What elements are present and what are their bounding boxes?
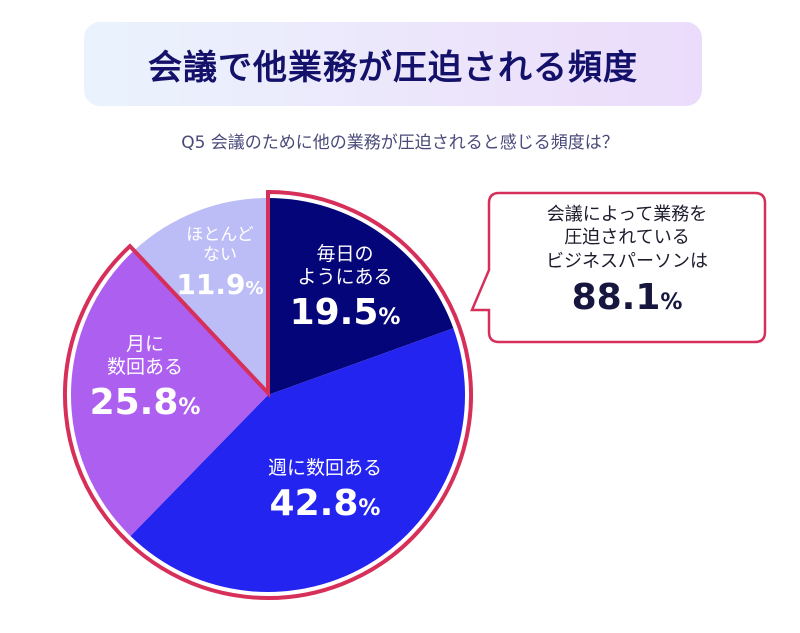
title-banner: 会議で他業務が圧迫される頻度	[84, 22, 702, 106]
slice-weekly	[130, 328, 466, 593]
pie-slices	[70, 198, 466, 593]
slice-category: 月に	[125, 333, 164, 355]
question-subtitle: Q5 会議のために他の業務が圧迫されると感じる頻度は？	[181, 133, 619, 153]
slice-monthly	[70, 250, 268, 537]
chart-title: 会議で他業務が圧迫される頻度	[148, 47, 638, 88]
callout-line: 会議によって業務を	[546, 204, 708, 225]
slice-value: 25.8%	[89, 381, 201, 423]
slice-category: 毎日の	[316, 243, 374, 265]
slice-label-weekly: 週に数回ある 42.8%	[268, 457, 382, 525]
slice-label-rarely: ほとんど ない 11.9%	[176, 225, 263, 301]
callout-line: 圧迫されている	[564, 227, 690, 249]
slice-category: ようにある	[297, 265, 393, 288]
slice-category: 数回ある	[106, 355, 183, 378]
slice-value: 19.5%	[289, 291, 401, 333]
slice-category: 週に数回ある	[267, 457, 383, 479]
slice-value: 42.8%	[269, 482, 381, 524]
slice-category: ない	[202, 245, 237, 266]
callout-value: 88.1%	[571, 277, 683, 319]
slice-label-monthly: 月に 数回ある 25.8%	[90, 333, 201, 424]
slice-category: ほとんど	[186, 225, 254, 245]
callout-line: ビジネスパーソンは	[546, 250, 708, 272]
callout-text: 会議によって業務を 圧迫されている ビジネスパーソンは 88.1%	[489, 203, 765, 322]
highlight-outline	[63, 189, 473, 600]
callout-bubble	[470, 191, 767, 344]
slice-daily	[268, 198, 454, 395]
slice-label-daily: 毎日の ようにある 19.5%	[290, 243, 401, 334]
slice-value: 11.9%	[176, 267, 264, 301]
slice-rarely	[134, 198, 268, 395]
